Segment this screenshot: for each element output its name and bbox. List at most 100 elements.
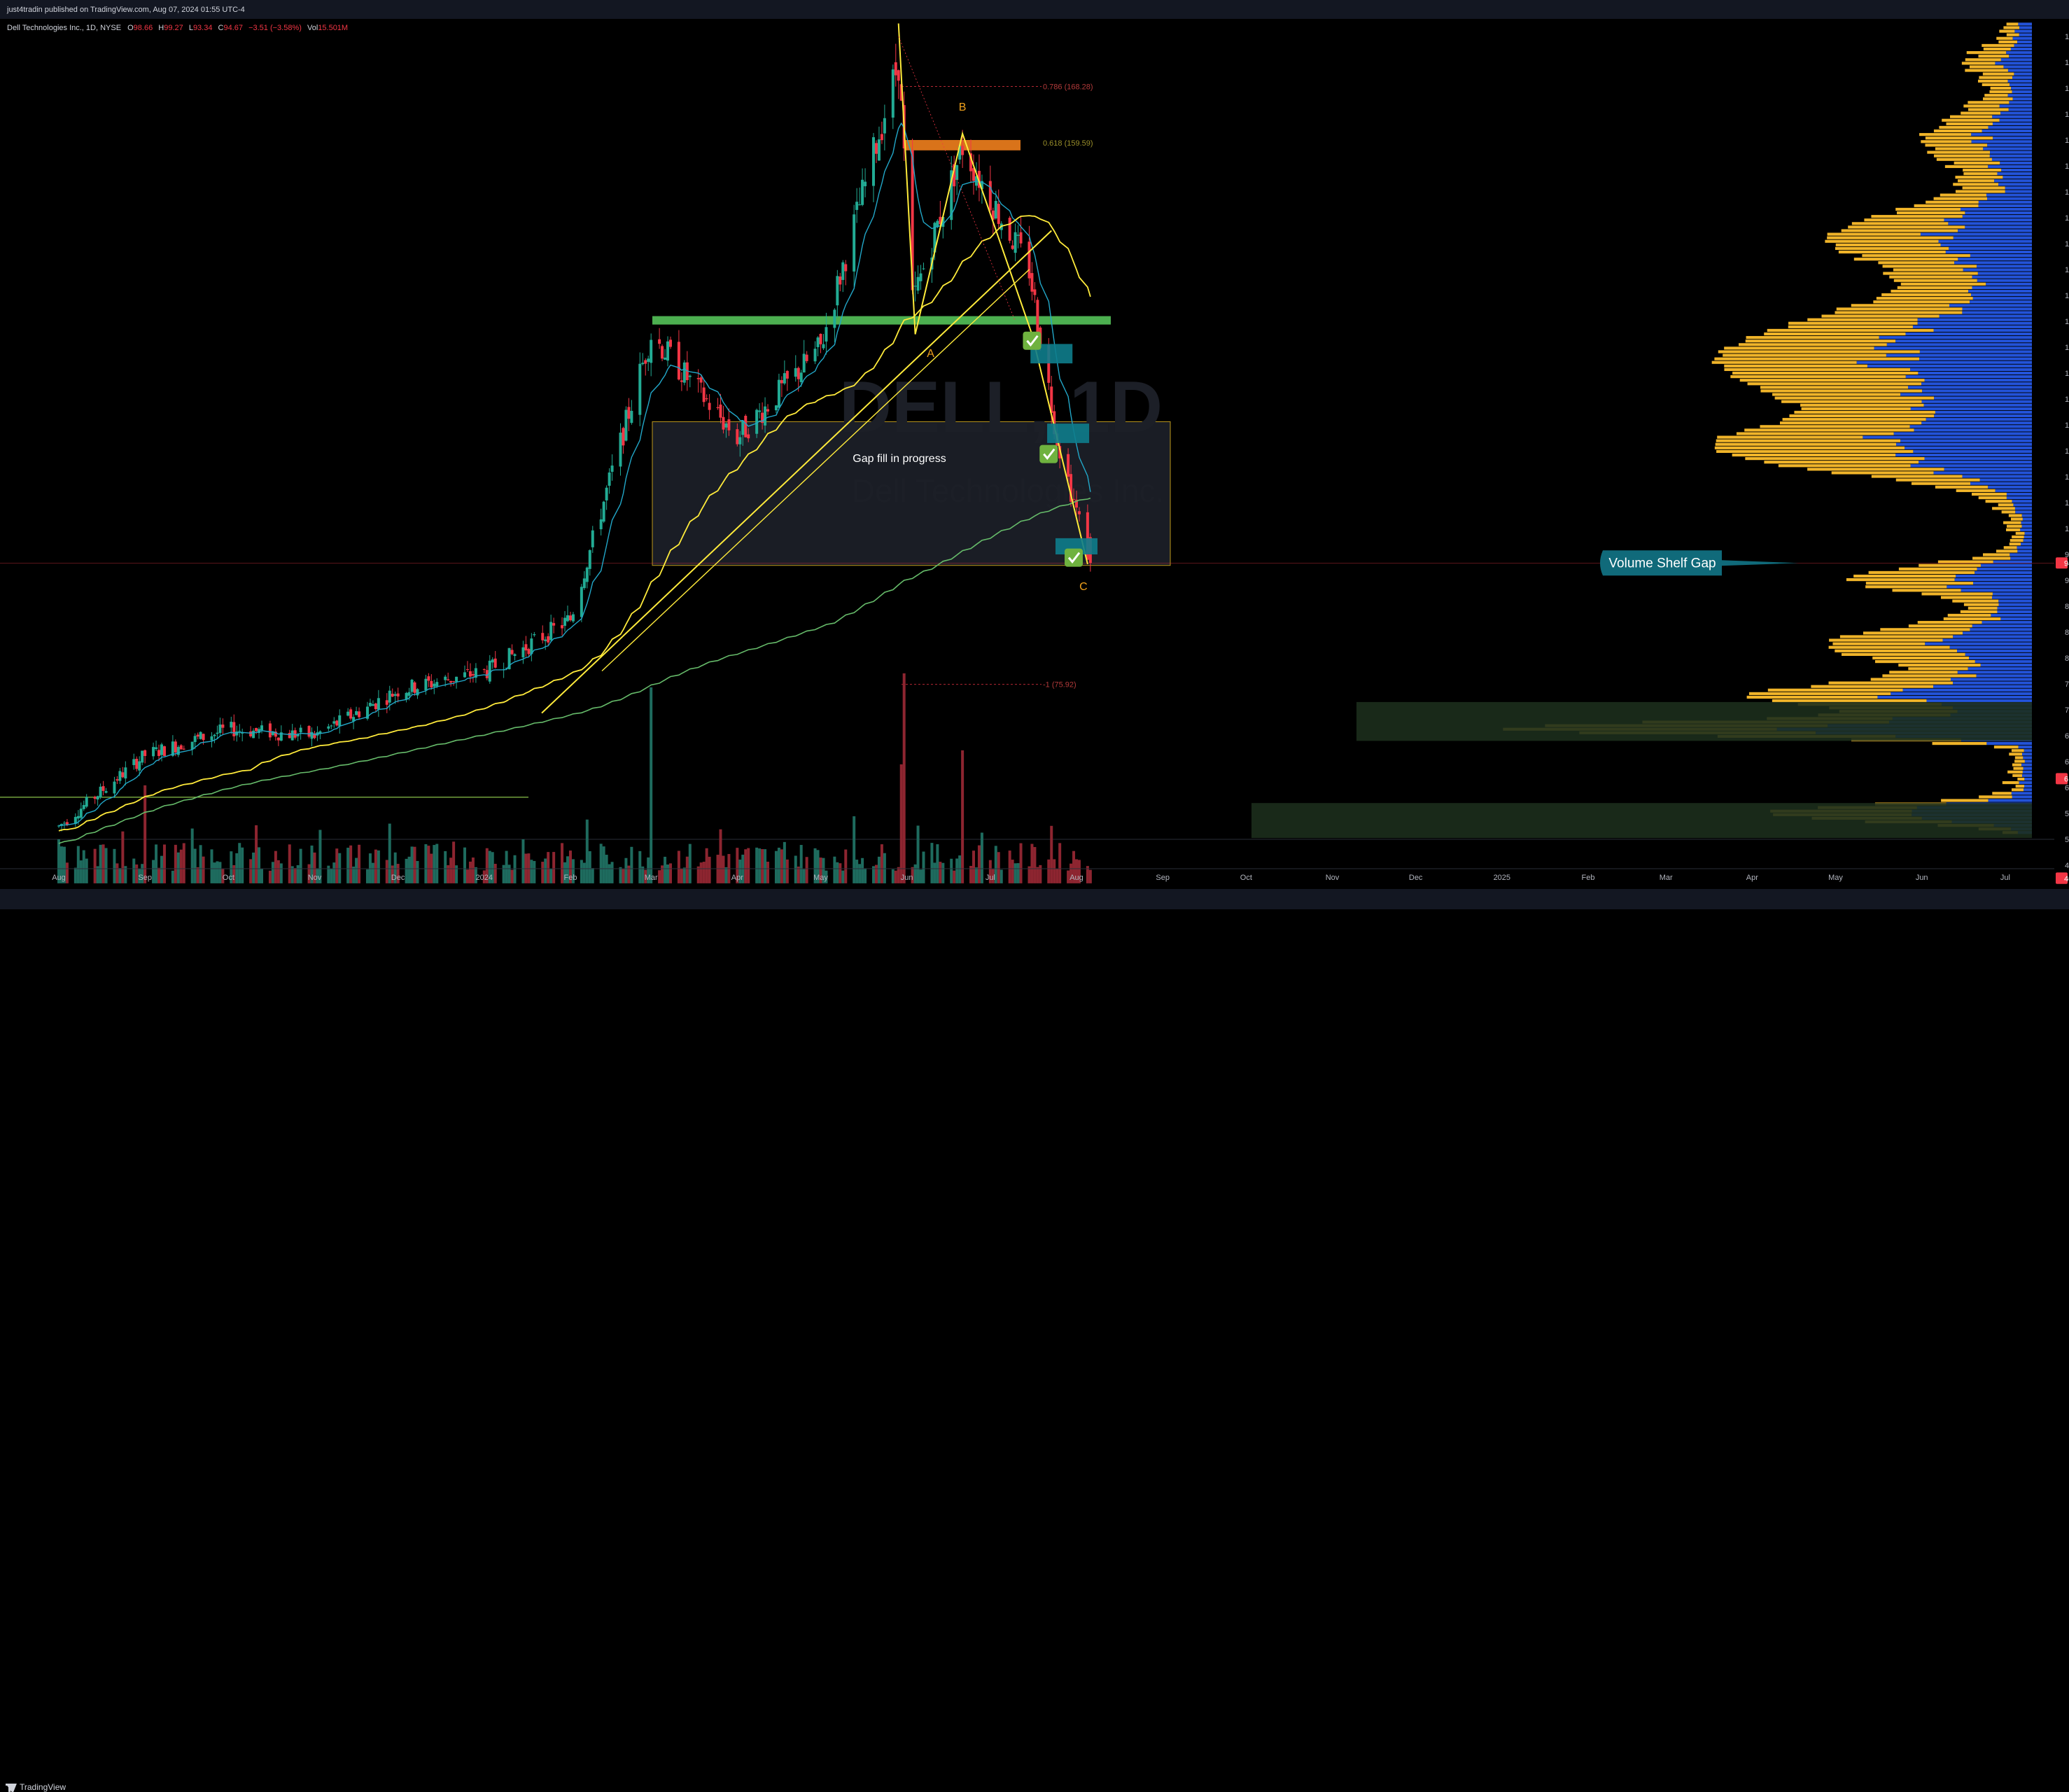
vp-up-bar: [1919, 461, 2032, 464]
volume-bar: [1053, 859, 1056, 883]
vp-down-bar: [1966, 51, 2007, 55]
vp-up-bar: [1957, 649, 2032, 652]
volume-bar: [1047, 859, 1051, 883]
vp-down-bar: [1954, 161, 2000, 164]
volume-bar: [59, 846, 63, 883]
volume-bar: [124, 866, 127, 883]
vp-up-bar: [1886, 343, 2032, 346]
volume-bar: [794, 855, 797, 883]
candle-body: [624, 410, 628, 441]
volume-bar: [268, 870, 272, 883]
candle-body: [844, 264, 848, 272]
vp-up-bar: [2005, 190, 2032, 193]
volume-bar: [939, 862, 942, 883]
vp-down-bar: [1827, 232, 1921, 236]
tradingview-logo[interactable]: TradingView: [6, 1782, 66, 1792]
volume-bar: [388, 823, 391, 883]
vp-up-bar: [2018, 746, 2032, 749]
volume-bar: [1036, 867, 1039, 883]
candle-body: [961, 146, 965, 155]
vp-up-bar: [1935, 410, 2032, 414]
volume-bar: [916, 825, 920, 883]
vp-up-bar: [1945, 250, 2032, 254]
candle-body: [1011, 245, 1014, 249]
vp-down-bar: [1979, 76, 2013, 79]
volume-bar: [196, 867, 199, 883]
vp-up-bar: [1998, 599, 2032, 603]
candle-body: [696, 377, 700, 379]
candle-body: [608, 472, 611, 486]
vp-up-bar: [1879, 336, 2032, 340]
candle-body: [510, 650, 514, 654]
vp-down-bar: [1831, 471, 1934, 475]
candle-body: [135, 758, 139, 769]
candle-body: [977, 171, 981, 188]
vp-up-bar: [1917, 318, 2032, 321]
volume-bar: [933, 862, 937, 883]
volume-bar: [471, 858, 475, 883]
vp-down-bar: [1960, 610, 1998, 613]
volume-bar: [502, 864, 505, 883]
vp-down-bar: [1897, 286, 1972, 289]
candle-body: [176, 747, 180, 755]
candle-body: [922, 268, 925, 270]
volume-bar: [332, 862, 336, 883]
price-tick-label: 140.00: [2065, 266, 2069, 274]
vp-up-bar: [2021, 542, 2032, 546]
vp-down-bar: [1989, 90, 2012, 94]
price-tick-label: 144.00: [2065, 240, 2069, 248]
volume-bar: [143, 785, 147, 883]
vp-up-bar: [2010, 553, 2032, 556]
volume-bar: [941, 862, 945, 883]
price-chart[interactable]: DELL, 1D Dell Technologies Inc. Gap fill…: [0, 19, 2069, 889]
vp-down-bar: [1985, 500, 2012, 503]
vp-down-bar: [1839, 635, 1954, 638]
candle-body: [377, 698, 380, 710]
volume-bar: [544, 858, 547, 883]
volume-bar: [1072, 850, 1076, 883]
price-tick-label: 168.00: [2065, 85, 2069, 93]
candle-body: [288, 733, 291, 738]
vp-down-bar: [1794, 410, 1935, 414]
vp-down-bar: [2014, 760, 2025, 763]
volume-bar: [288, 844, 291, 883]
candle-body: [552, 623, 556, 626]
price-tick-label: 160.00: [2065, 136, 2069, 145]
volume-bar: [585, 819, 589, 883]
volume-bar: [352, 867, 356, 883]
price-tick-label: 176.00: [2065, 33, 2069, 41]
gap-fill-label: Gap fill in progress: [853, 453, 946, 465]
price-badge: [2056, 557, 2068, 569]
volume-bar: [482, 870, 486, 883]
vp-down-bar: [1716, 449, 1914, 454]
candle-body: [933, 223, 937, 253]
vp-down-bar: [1829, 638, 1943, 642]
vp-up-bar: [2005, 186, 2032, 190]
vp-down-bar: [2017, 777, 2025, 781]
vp-down-bar: [1919, 564, 1981, 567]
volume-bar: [299, 848, 302, 883]
candle-body: [622, 428, 625, 446]
candle-body: [736, 429, 739, 444]
volume-bar: [132, 858, 136, 883]
vp-up-bar: [2023, 766, 2032, 770]
candle-body: [802, 354, 806, 373]
volume-bar: [435, 844, 439, 883]
vp-up-bar: [1896, 442, 2032, 446]
vp-down-bar: [1944, 164, 1989, 169]
candle-body: [797, 368, 800, 379]
vp-down-bar: [1998, 40, 2018, 43]
vp-up-bar: [2015, 510, 2032, 514]
volume-bar: [493, 864, 497, 883]
volume-bar: [260, 868, 264, 883]
vp-up-bar: [1998, 183, 2032, 186]
volume-bar: [802, 869, 806, 883]
legend-l-value: 93.34: [192, 24, 213, 32]
candle-body: [1030, 273, 1034, 292]
volume-bar: [113, 848, 116, 883]
check-icon: [1026, 335, 1039, 347]
vp-up-bar: [2021, 763, 2032, 766]
vp-down-bar: [1772, 699, 1927, 703]
price-tick-label: 104.00: [2065, 499, 2069, 507]
candle-body: [580, 587, 583, 617]
